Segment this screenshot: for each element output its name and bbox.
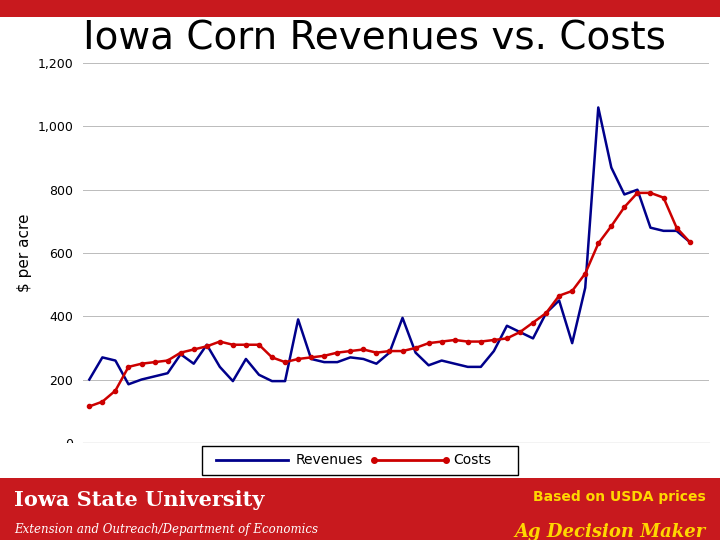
Text: Revenues: Revenues <box>295 454 363 467</box>
Text: Ag Decision Maker: Ag Decision Maker <box>514 523 706 540</box>
Text: Based on USDA prices: Based on USDA prices <box>533 490 706 504</box>
Text: Extension and Outreach/Department of Economics: Extension and Outreach/Department of Eco… <box>14 523 318 536</box>
Text: Iowa State University: Iowa State University <box>14 490 265 510</box>
Text: Iowa Corn Revenues vs. Costs: Iowa Corn Revenues vs. Costs <box>83 20 666 58</box>
Y-axis label: $ per acre: $ per acre <box>17 214 32 292</box>
FancyBboxPatch shape <box>202 446 518 475</box>
Text: Costs: Costs <box>454 454 492 467</box>
